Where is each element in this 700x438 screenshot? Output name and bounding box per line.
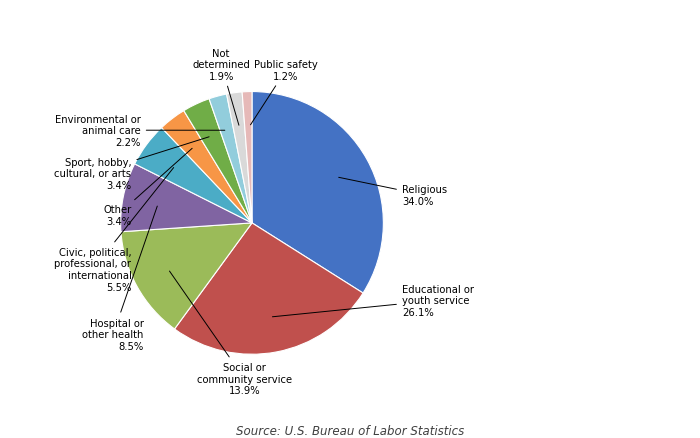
Text: Other
3.4%: Other 3.4% bbox=[103, 149, 192, 226]
Wedge shape bbox=[120, 165, 252, 232]
Wedge shape bbox=[174, 223, 363, 354]
Wedge shape bbox=[121, 223, 252, 329]
Text: Not
determined
1.9%: Not determined 1.9% bbox=[193, 49, 250, 126]
Text: Environmental or
animal care
2.2%: Environmental or animal care 2.2% bbox=[55, 114, 225, 148]
Text: Educational or
youth service
26.1%: Educational or youth service 26.1% bbox=[272, 284, 474, 317]
Wedge shape bbox=[227, 93, 252, 223]
Text: Religious
34.0%: Religious 34.0% bbox=[339, 178, 447, 206]
Text: Source: U.S. Bureau of Labor Statistics: Source: U.S. Bureau of Labor Statistics bbox=[236, 424, 464, 437]
Wedge shape bbox=[252, 92, 384, 293]
Wedge shape bbox=[242, 92, 252, 223]
Wedge shape bbox=[162, 111, 252, 223]
Wedge shape bbox=[209, 95, 252, 223]
Text: Sport, hobby,
cultural, or arts
3.4%: Sport, hobby, cultural, or arts 3.4% bbox=[55, 138, 209, 191]
Wedge shape bbox=[134, 128, 252, 223]
Text: Hospital or
other health
8.5%: Hospital or other health 8.5% bbox=[83, 207, 158, 351]
Text: Civic, political,
professional, or
international
5.5%: Civic, political, professional, or inter… bbox=[55, 168, 174, 292]
Text: Social or
community service
13.9%: Social or community service 13.9% bbox=[169, 272, 292, 395]
Text: Public safety
1.2%: Public safety 1.2% bbox=[251, 60, 318, 126]
Wedge shape bbox=[184, 99, 252, 223]
